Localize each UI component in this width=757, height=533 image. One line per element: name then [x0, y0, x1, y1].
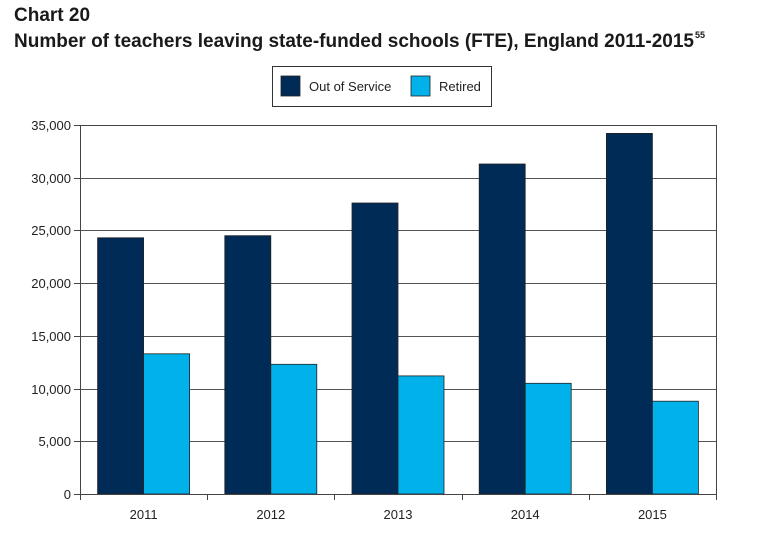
bar-retired-2015	[652, 400, 699, 495]
chart-title-text: Number of teachers leaving state-funded …	[14, 31, 694, 52]
legend: Out of Service Retired	[272, 66, 492, 107]
bar-out-of-service-2015	[606, 132, 653, 495]
legend-box	[272, 66, 492, 107]
legend-swatch	[410, 75, 431, 97]
footnote-reference: 55	[694, 30, 705, 40]
y-tick-label: 15,000	[31, 329, 71, 344]
legend-label: Out of Service	[309, 79, 391, 94]
y-axis-ticks: 0 5,000 10,000 15,000 20,000 25,000 30,000 35,0…	[31, 118, 80, 502]
bar-out-of-service-2014	[478, 163, 526, 495]
bar-retired-2012	[270, 363, 318, 495]
bars	[97, 132, 699, 495]
x-tick-label: 2011	[130, 507, 158, 522]
bar-out-of-service-2012	[224, 235, 272, 495]
y-tick-label: 20,000	[31, 276, 71, 291]
y-tick-label: 5,000	[38, 434, 71, 449]
bar-out-of-service-2011	[97, 237, 144, 495]
plot-frame	[80, 125, 717, 495]
x-tick-label: 2012	[256, 507, 285, 522]
x-tick-label: 2014	[511, 507, 540, 522]
y-tick-label: 25,000	[31, 223, 71, 238]
x-tick-label: 2015	[638, 507, 667, 522]
legend-swatch	[280, 75, 301, 97]
y-tick-label: 10,000	[31, 382, 71, 397]
bar-retired-2014	[524, 382, 572, 495]
y-tick-label: 35,000	[31, 118, 71, 133]
bar-retired-2013	[397, 375, 445, 495]
y-tick-label: 30,000	[31, 171, 71, 186]
chart-title: Number of teachers leaving state-funded …	[14, 30, 705, 53]
x-tick-label: 2013	[384, 507, 413, 522]
bar-retired-2011	[143, 353, 191, 495]
legend-label: Retired	[439, 79, 481, 94]
bar-out-of-service-2013	[351, 202, 399, 495]
y-tick-label: 0	[64, 487, 71, 502]
x-axis-ticks: 2011 2012 2013 2014 2015	[80, 494, 717, 522]
chart-number: Chart 20	[14, 5, 91, 26]
